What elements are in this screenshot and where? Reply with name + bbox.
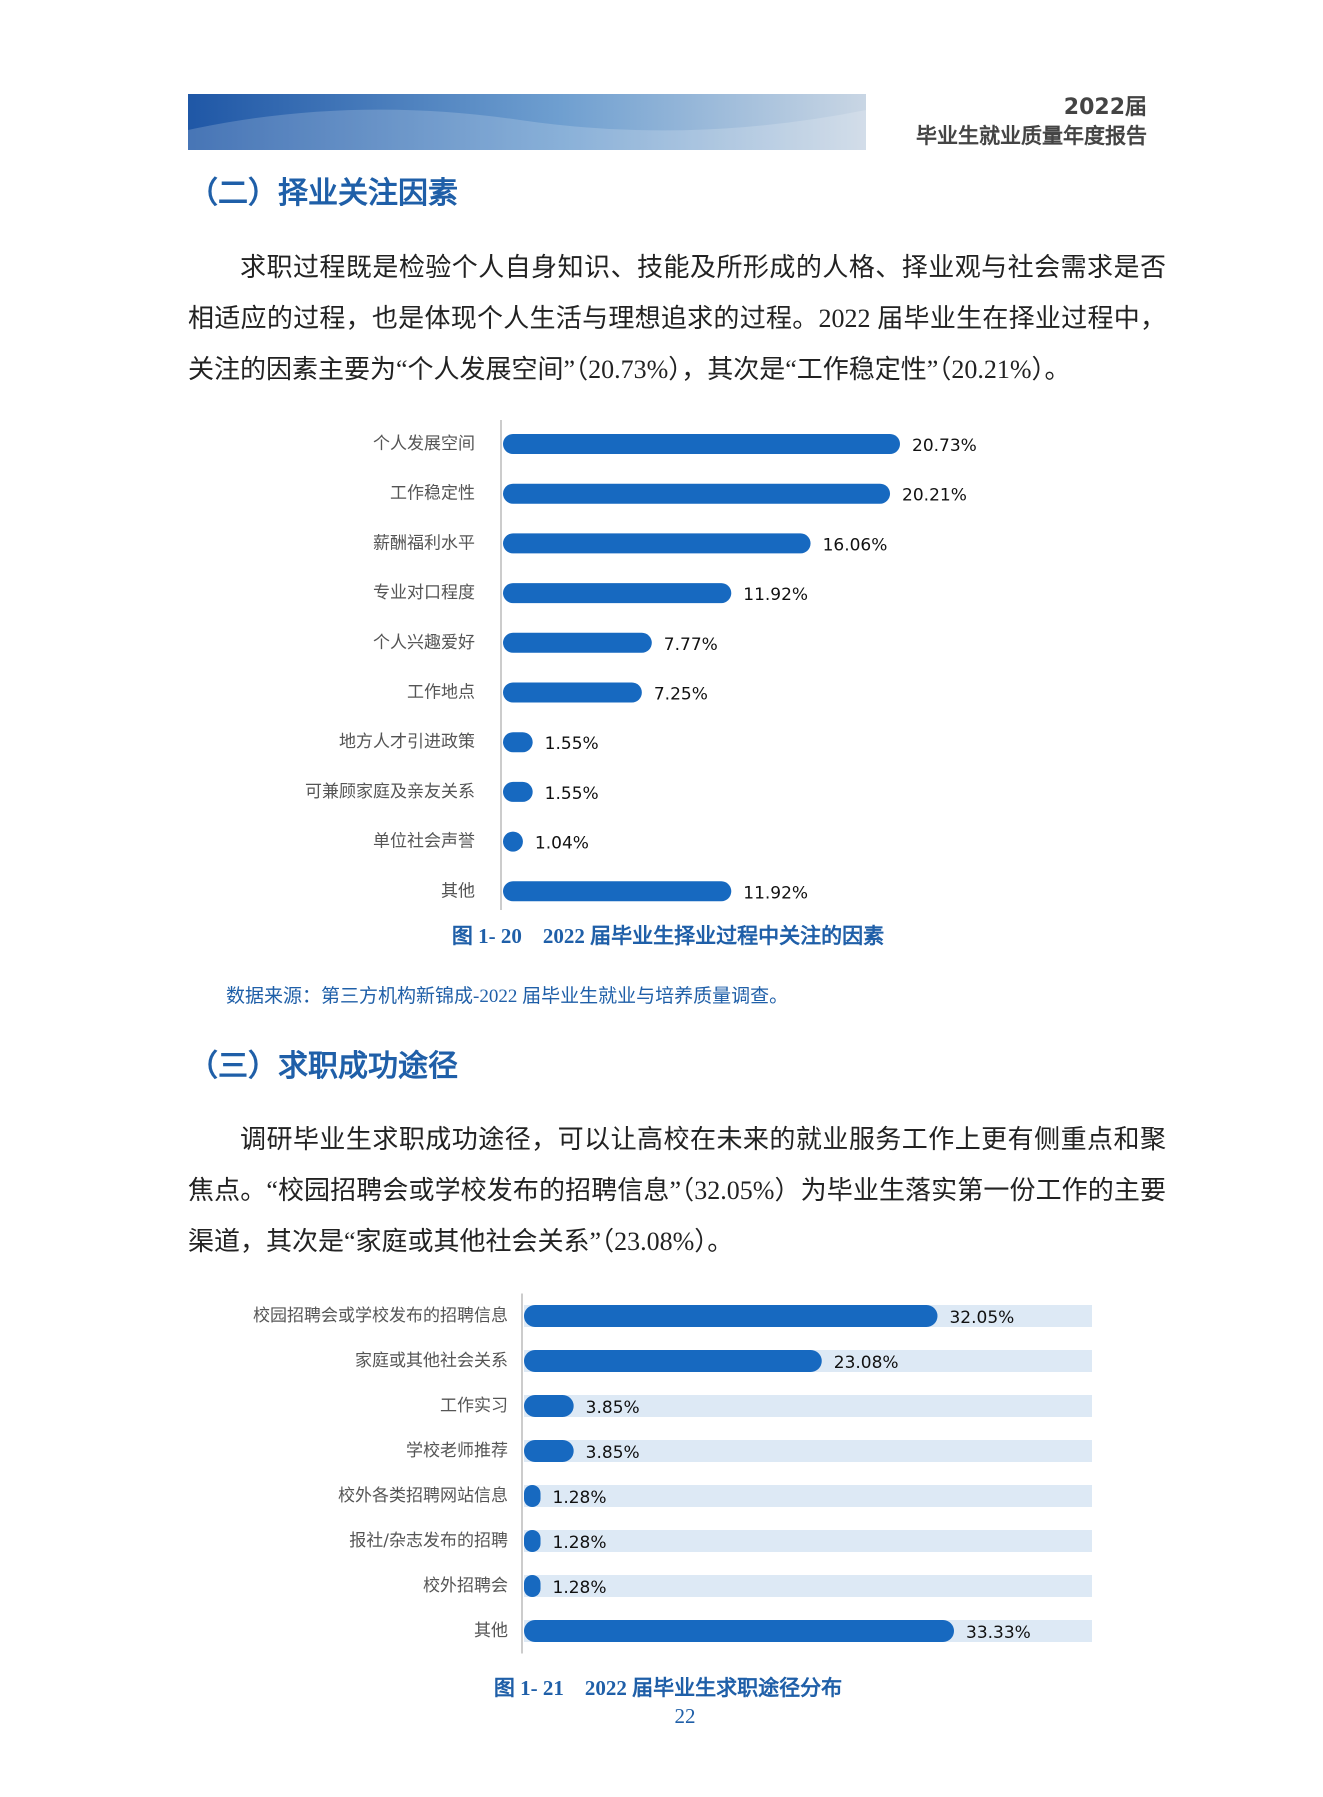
bar (503, 881, 732, 902)
bar (524, 1440, 574, 1462)
paragraph: 调研毕业生求职成功途径，可以让高校在未来的就业服务工作上更有侧重点和聚焦点。“校… (188, 1125, 1166, 1256)
category-label: 工作地点 (407, 683, 475, 703)
category-label: 家庭或其他社会关系 (355, 1351, 508, 1371)
bar (503, 533, 811, 554)
header: 2022届 毕业生就业质量年度报告 (188, 94, 1147, 150)
category-label: 校园招聘会或学校发布的招聘信息 (253, 1306, 508, 1326)
category-label: 工作实习 (440, 1396, 508, 1416)
category-label: 薪酬福利水平 (373, 533, 475, 553)
bar (503, 831, 523, 852)
header-year: 2022届 (1064, 95, 1147, 120)
value-label: 1.28% (553, 1533, 607, 1553)
bar (524, 1395, 574, 1417)
category-label: 工作稳定性 (390, 484, 475, 504)
value-label: 1.28% (553, 1488, 607, 1508)
header-wave (188, 109, 866, 150)
bar (524, 1350, 822, 1372)
header-band (188, 94, 866, 150)
category-label: 校外各类招聘网站信息 (338, 1486, 508, 1506)
category-label: 专业对口程度 (373, 583, 475, 603)
bar-track (524, 1530, 1092, 1552)
value-label: 7.25% (654, 685, 708, 705)
bar-track (524, 1575, 1092, 1597)
bar (524, 1530, 541, 1552)
bar (503, 632, 652, 653)
bar (503, 781, 533, 802)
header-title: 毕业生就业质量年度报告 (916, 124, 1147, 148)
value-label: 1.55% (545, 734, 599, 754)
value-label: 32.05% (949, 1308, 1014, 1328)
bar (503, 732, 533, 753)
value-label: 1.55% (545, 784, 599, 804)
category-label: 其他 (474, 1621, 508, 1641)
section-heading: （三）求职成功途径 (188, 1049, 458, 1084)
value-label: 20.73% (912, 436, 977, 456)
value-label: 23.08% (834, 1353, 899, 1373)
category-label: 个人兴趣爱好 (373, 633, 475, 653)
value-label: 1.04% (535, 834, 589, 854)
value-label: 3.85% (586, 1443, 640, 1463)
bar (524, 1485, 541, 1507)
chart: 校园招聘会或学校发布的招聘信息 32.05% 家庭或其他社会关系 23.08% 工作实习… (253, 1293, 1092, 1654)
value-label: 16.06% (823, 535, 888, 555)
bar (503, 434, 900, 454)
bar (524, 1305, 938, 1327)
bar-track (524, 1440, 1092, 1462)
category-label: 报社/杂志发布的招聘 (349, 1531, 508, 1551)
bar (524, 1575, 541, 1597)
category-label: 校外招聘会 (423, 1576, 508, 1596)
category-label: 地方人才引进政策 (339, 732, 475, 752)
category-label: 可兼顾家庭及亲友关系 (305, 782, 475, 802)
category-label: 单位社会声誉 (373, 832, 475, 852)
bar (503, 682, 642, 703)
category-label: 学校老师推荐 (406, 1441, 508, 1461)
chart: 个人发展空间 20.73% 工作稳定性 20.21% 薪酬福利水平 16.06% 专业对口程… (305, 420, 977, 910)
bar-track (524, 1485, 1092, 1507)
value-label: 11.92% (743, 883, 808, 903)
category-label: 其他 (441, 881, 475, 901)
bar-track (524, 1395, 1092, 1417)
value-label: 1.28% (553, 1578, 607, 1598)
value-label: 7.77% (664, 635, 718, 655)
figure-caption: 图 1- 20 2022 届毕业生择业过程中关注的因素 (451, 924, 885, 948)
figure-caption: 图 1- 21 2022 届毕业生求职途径分布 (493, 1676, 843, 1700)
value-label: 33.33% (966, 1623, 1031, 1643)
value-label: 3.85% (586, 1398, 640, 1418)
source-note: 数据来源：第三方机构新锦成-2022 届毕业生就业与培养质量调查。 (226, 986, 789, 1007)
bar (503, 583, 732, 604)
section-heading: （二）择业关注因素 (188, 176, 458, 211)
paragraph: 求职过程既是检验个人自身知识、技能及所形成的人格、择业观与社会需求是否相适应的过… (188, 253, 1166, 384)
page-number: 22 (674, 1704, 696, 1728)
bar (503, 483, 891, 504)
bar (524, 1620, 954, 1642)
value-label: 20.21% (902, 486, 967, 506)
category-label: 个人发展空间 (373, 434, 475, 454)
value-label: 11.92% (743, 585, 808, 605)
